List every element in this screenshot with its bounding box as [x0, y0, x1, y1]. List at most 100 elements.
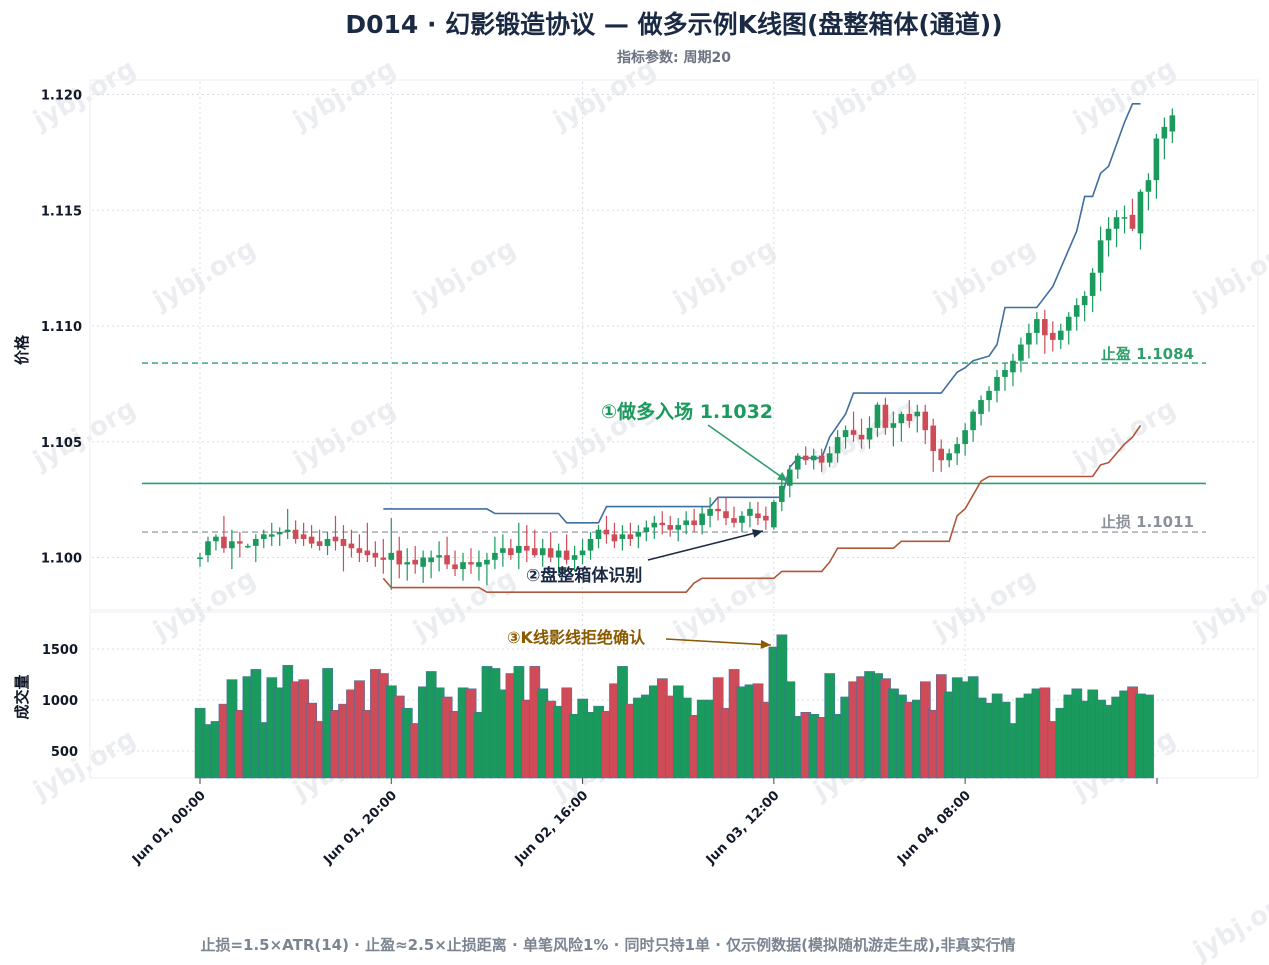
candle-body: [332, 536, 339, 542]
candle-body: [675, 525, 681, 530]
time-tick-label: Jun 01, 00:00: [129, 788, 209, 868]
candle-body: [523, 545, 530, 551]
candle-body: [444, 555, 450, 565]
candle-body: [348, 543, 355, 549]
candle-body: [1161, 126, 1168, 139]
candle-body: [659, 522, 666, 526]
watermark-text: jybj.org: [408, 564, 521, 647]
price-tick-label: 1.100: [41, 552, 82, 567]
candle-body: [324, 538, 331, 546]
candle-body: [1010, 360, 1016, 373]
watermark-layer: jybj.org jybj.org jybj.org jybj.org jybj.org…: [28, 54, 1269, 965]
candle-body: [938, 448, 945, 461]
volume-tick-label: 1500: [42, 643, 78, 658]
range-annotation: ②盘整箱体识别: [526, 565, 642, 586]
candle-body: [906, 413, 913, 421]
candle-body: [555, 550, 562, 558]
candle-body: [380, 557, 387, 560]
candle-body: [197, 557, 203, 559]
candle-body: [994, 376, 1000, 391]
candle-body: [300, 534, 307, 539]
candle-body: [396, 550, 403, 565]
take-profit-label: 止盈 1.1084: [1101, 345, 1194, 363]
candle-body: [826, 453, 833, 463]
candle-body: [508, 548, 514, 556]
rejection-arrow-head: [760, 639, 771, 649]
candle-body: [978, 400, 984, 414]
candle-body: [603, 529, 610, 535]
candle-body: [1026, 332, 1032, 345]
candle-body: [930, 425, 937, 452]
candle-body: [1081, 295, 1088, 306]
candle-body: [914, 411, 921, 417]
candle-body: [436, 555, 442, 558]
time-tick-label: Jun 01, 20:00: [320, 788, 400, 868]
watermark-text: jybj.org: [668, 234, 781, 317]
candle-body: [866, 427, 873, 440]
candlesticks: [197, 108, 1176, 590]
candle-body: [420, 557, 426, 567]
time-tick-label: Jun 04, 08:00: [894, 788, 974, 868]
entry-arrow-head: [777, 471, 788, 482]
candle-body: [516, 545, 522, 553]
candle-body: [404, 562, 411, 565]
candle-body: [356, 548, 363, 553]
candle-body: [229, 541, 235, 549]
candle-body: [627, 534, 634, 539]
candle-body: [858, 434, 865, 440]
candle-body: [818, 455, 825, 463]
watermark-text: jybj.org: [1188, 884, 1269, 965]
candle-body: [213, 536, 219, 542]
candle-body: [691, 520, 697, 526]
rejection-arrow: [665, 638, 771, 646]
candle-body: [316, 541, 323, 546]
candle-body: [842, 430, 849, 438]
candle-body: [715, 508, 721, 512]
candle-body: [547, 548, 554, 558]
candle-body: [476, 562, 482, 567]
candle-body: [276, 532, 283, 535]
candle-body: [571, 555, 578, 560]
candle-body: [284, 529, 291, 533]
entry-arrow: [707, 424, 789, 483]
price-tick-label: 1.115: [41, 204, 82, 219]
candle-body: [1034, 319, 1040, 333]
candle-body: [739, 515, 745, 523]
chart-title: D014 · 幻影锻造协议 — 做多示例K线图(盘整箱体(通道)): [345, 10, 1002, 39]
candle-body: [1113, 217, 1120, 229]
candle-body: [412, 559, 418, 565]
candle-body: [810, 455, 817, 461]
candle-body: [723, 511, 729, 519]
candle-body: [1137, 191, 1144, 234]
candle-body: [786, 469, 793, 486]
volume-tick-label: 500: [51, 745, 78, 760]
price-tick-label: 1.105: [41, 436, 82, 451]
candle-body: [747, 508, 753, 516]
candle-body: [651, 522, 658, 528]
price-tick-label: 1.120: [41, 89, 82, 104]
candle-body: [452, 564, 458, 570]
watermark-text: jybj.org: [928, 564, 1041, 647]
candle-body: [850, 430, 857, 435]
candle-body: [1065, 316, 1072, 331]
candle-body: [428, 557, 434, 563]
channel-upper-line: [383, 103, 1141, 524]
candle-body: [731, 518, 737, 523]
entry-annotation: ①做多入场 1.1032: [601, 400, 773, 423]
candle-body: [260, 534, 267, 539]
candle-body: [834, 437, 841, 454]
candle-body: [531, 548, 538, 556]
candle-body: [619, 534, 626, 539]
candle-body: [460, 562, 466, 570]
candle-body: [1073, 305, 1080, 317]
candle-body: [563, 550, 570, 560]
candle-body: [1105, 228, 1112, 241]
candle-body: [1089, 272, 1096, 296]
footnote: 止损=1.5×ATR(14) · 止盈≈2.5×止损距离 · 单笔风险1% · …: [200, 936, 1015, 954]
channel-lower-line: [382, 425, 1142, 593]
candle-body: [364, 550, 371, 556]
watermark-text: jybj.org: [288, 394, 401, 477]
candle-body: [794, 455, 801, 470]
candle-body: [635, 532, 642, 537]
